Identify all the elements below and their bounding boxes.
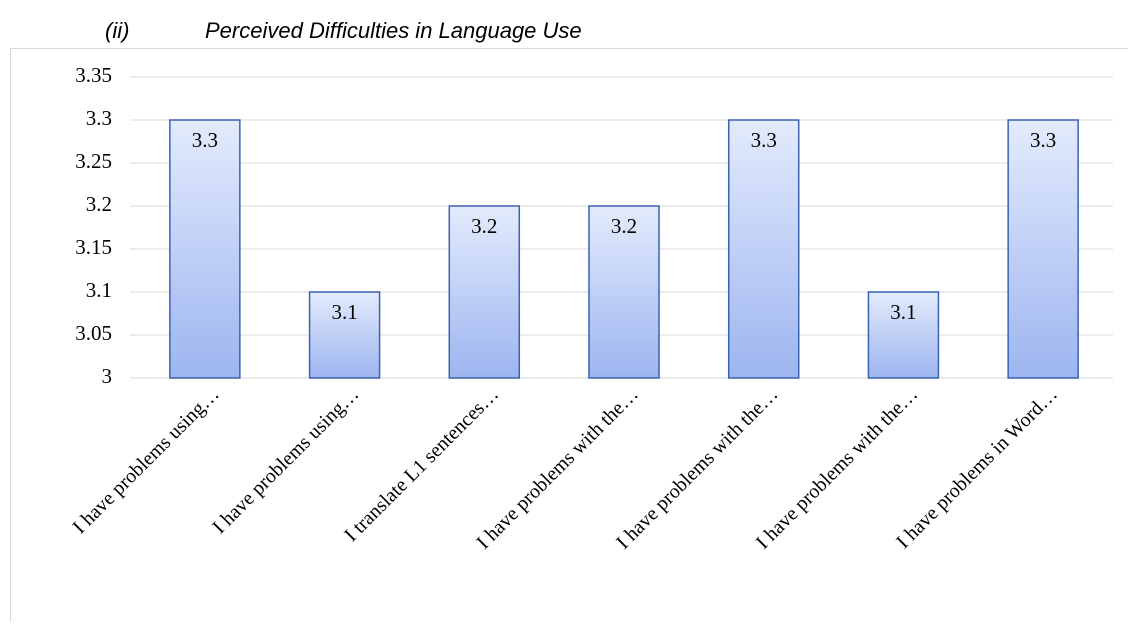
value-label: 3.1 bbox=[890, 300, 916, 324]
chart-label: (ii) bbox=[105, 18, 129, 43]
bar bbox=[170, 120, 240, 378]
bar bbox=[1008, 120, 1078, 378]
x-tick-label: I have problems with the… bbox=[612, 383, 782, 553]
y-tick-label: 3.3 bbox=[86, 106, 112, 130]
value-label: 3.3 bbox=[1030, 128, 1056, 152]
x-tick-label: I have problems using… bbox=[69, 383, 224, 538]
x-tick-label: I have problems with the… bbox=[752, 383, 922, 553]
y-tick-label: 3.05 bbox=[75, 321, 112, 345]
x-tick-label: I have problems using… bbox=[208, 383, 363, 538]
bar bbox=[729, 120, 799, 378]
value-label: 3.3 bbox=[751, 128, 777, 152]
y-tick-label: 3.15 bbox=[75, 235, 112, 259]
y-tick-label: 3.2 bbox=[86, 192, 112, 216]
x-tick-label: I have problems in Word… bbox=[892, 383, 1062, 553]
value-label: 3.3 bbox=[192, 128, 218, 152]
y-tick-label: 3.1 bbox=[86, 278, 112, 302]
value-label: 3.1 bbox=[331, 300, 357, 324]
y-tick-label: 3.25 bbox=[75, 149, 112, 173]
value-label: 3.2 bbox=[611, 214, 637, 238]
x-tick-label: I have problems with the… bbox=[472, 383, 642, 553]
chart-title: Perceived Difficulties in Language Use bbox=[205, 18, 582, 43]
y-tick-label: 3.35 bbox=[75, 63, 112, 87]
value-label: 3.2 bbox=[471, 214, 497, 238]
x-tick-label: I translate L1 sentences… bbox=[340, 383, 503, 546]
y-tick-label: 3 bbox=[102, 364, 113, 388]
